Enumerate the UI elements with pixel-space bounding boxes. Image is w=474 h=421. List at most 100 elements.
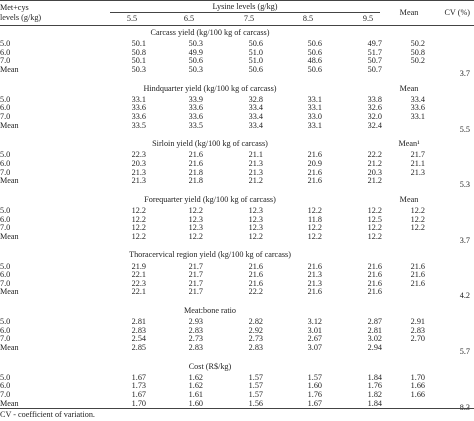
table-cell: 33.4 xyxy=(248,120,263,130)
table-cell: 2.83 xyxy=(248,343,263,352)
row-label: 6.0 xyxy=(0,103,11,113)
table-cell: 1.61 xyxy=(188,390,203,399)
table-cell: 50.7 xyxy=(367,56,382,66)
table-cell: 21.6 xyxy=(248,278,263,288)
table-cell: 2.87 xyxy=(367,317,382,327)
table-cell: 1.62 xyxy=(188,381,203,391)
table-cell: 2.82 xyxy=(248,317,263,327)
row-label: 6.0 xyxy=(0,325,11,335)
table-cell: 12.3 xyxy=(188,223,203,233)
table-cell: 2.81 xyxy=(367,325,382,335)
table-cell: 50.3 xyxy=(131,65,146,74)
row-mean: 50.8 xyxy=(410,47,425,57)
lysine-level-4: 9.5 xyxy=(362,14,374,23)
table-cell: 1.57 xyxy=(248,390,263,399)
table-cell: 49.7 xyxy=(367,39,382,49)
table-cell: 1.60 xyxy=(188,398,203,408)
row-mean: 1.66 xyxy=(410,381,425,391)
row-label: 7.0 xyxy=(0,278,11,288)
table-cell: 21.3 xyxy=(131,167,146,177)
row-mean: 1.66 xyxy=(410,390,425,399)
table-cell: 33.0 xyxy=(307,112,322,121)
table-cell: 3.01 xyxy=(307,325,322,335)
row-label: Mean xyxy=(0,287,19,297)
row-label: 5.0 xyxy=(0,317,11,327)
section-title: Thoracervical region yield (kg/100 kg of… xyxy=(129,250,291,260)
table-cell: 33.5 xyxy=(131,120,146,130)
row-label: 5.0 xyxy=(0,94,11,104)
table-cell: 21.7 xyxy=(188,287,203,297)
table-cell: 50.3 xyxy=(188,65,203,74)
section-mean-header: Mean xyxy=(399,83,419,93)
table-cell: 48.6 xyxy=(307,56,322,66)
row-label: 6.0 xyxy=(0,47,11,57)
table-cell: 22.1 xyxy=(131,287,146,297)
table-cell: 1.56 xyxy=(248,398,263,408)
row-cv: 3.7 xyxy=(459,69,470,78)
table-cell: 1.60 xyxy=(307,381,322,391)
table-cell: 51.7 xyxy=(367,47,382,57)
table-cell: 50.8 xyxy=(131,47,146,57)
table-cell: 2.85 xyxy=(131,343,146,352)
table-cell: 33.6 xyxy=(188,112,203,121)
table-cell: 12.2 xyxy=(367,223,382,233)
table-cell: 21.3 xyxy=(248,167,263,177)
row-label: Mean xyxy=(0,65,19,74)
table-cell: 50.6 xyxy=(307,39,322,49)
table-cell: 12.2 xyxy=(188,231,203,241)
table-cell: 20.3 xyxy=(131,159,146,168)
table-cell: 2.73 xyxy=(188,334,203,344)
table-cell: 12.3 xyxy=(248,206,263,215)
table-cell: 33.8 xyxy=(367,94,382,104)
table-cell: 21.3 xyxy=(307,270,322,280)
row-mean: 21.1 xyxy=(410,159,425,168)
table-cell: 50.6 xyxy=(248,65,263,74)
table-cell: 33.1 xyxy=(307,120,322,130)
table-cell: 3.02 xyxy=(367,334,382,344)
table-cell: 32.8 xyxy=(248,94,263,104)
section-title: Carcass yield (kg/100 kg of carcass) xyxy=(150,28,270,37)
table-cell: 2.83 xyxy=(188,325,203,335)
table-cell: 22.3 xyxy=(131,150,146,160)
table-cell: 1.76 xyxy=(367,381,382,391)
lysine-level-1: 6.5 xyxy=(183,14,195,23)
table-cell: 1.70 xyxy=(131,398,146,408)
table-cell: 21.6 xyxy=(188,150,203,160)
section-title: Hindquarter yield (kg/100 kg of carcass) xyxy=(143,83,277,93)
row-label: 5.0 xyxy=(0,372,11,382)
row-label: Mean xyxy=(0,398,19,408)
table-cell: 21.6 xyxy=(367,261,382,271)
lysine-level-3: 8.5 xyxy=(302,14,314,23)
table-cell: 12.2 xyxy=(131,231,146,241)
table-cell: 32.0 xyxy=(367,112,382,121)
table-cell: 12.3 xyxy=(248,214,263,224)
table-cell: 21.6 xyxy=(307,167,322,177)
row-label: 5.0 xyxy=(0,206,11,215)
row-cv: 3.7 xyxy=(459,235,470,245)
table-cell: 12.2 xyxy=(248,231,263,241)
table-cell: 12.2 xyxy=(188,206,203,215)
row-mean: 21.3 xyxy=(410,167,425,177)
cv-header: CV (%) xyxy=(444,8,470,17)
table-cell: 50.7 xyxy=(367,65,382,74)
table-cell: 2.83 xyxy=(188,343,203,352)
table-cell: 21.9 xyxy=(131,261,146,271)
table-cell: 12.3 xyxy=(248,223,263,233)
table-cell: 1.82 xyxy=(367,390,382,399)
table-cell: 21.6 xyxy=(307,261,322,271)
row-mean: 50.2 xyxy=(410,39,425,49)
table-cell: 21.7 xyxy=(188,270,203,280)
table-cell: 51.0 xyxy=(248,47,263,57)
table-cell: 21.1 xyxy=(248,150,263,160)
row-mean: 33.6 xyxy=(410,103,425,113)
table-cell: 12.2 xyxy=(131,206,146,215)
table-cell: 20.3 xyxy=(367,167,382,177)
table-cell: 12.2 xyxy=(367,206,382,215)
table-cell: 33.6 xyxy=(131,112,146,121)
row-mean: 21.6 xyxy=(410,261,425,271)
row-mean: 12.2 xyxy=(410,223,425,233)
table-cell: 20.9 xyxy=(307,159,322,168)
table-cell: 3.07 xyxy=(307,343,322,352)
table-cell: 2.73 xyxy=(248,334,263,344)
